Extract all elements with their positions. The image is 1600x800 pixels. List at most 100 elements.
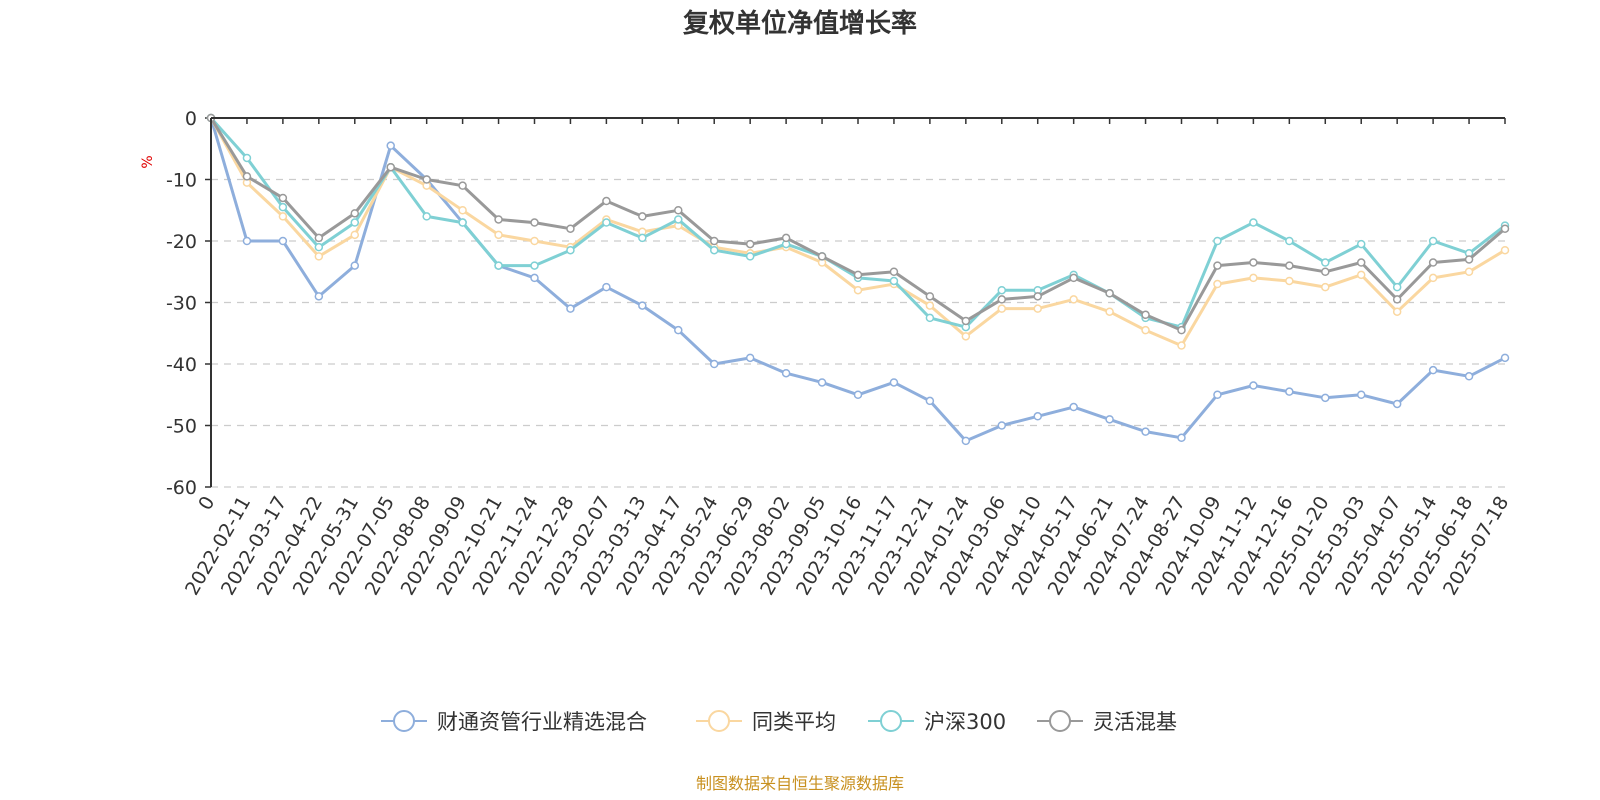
data-point (1321, 282, 1330, 292)
data-point (1249, 258, 1258, 267)
legend-marker (708, 710, 730, 732)
data-point (638, 301, 647, 310)
data-point (1105, 415, 1114, 424)
legend-item: 沪深300 (868, 710, 1006, 734)
data-point (602, 282, 611, 292)
legend-label: 沪深300 (924, 710, 1006, 734)
legend-marker (1049, 710, 1071, 732)
y-tick-label: -20 (166, 231, 197, 253)
data-point (494, 215, 503, 224)
data-point (1177, 433, 1186, 443)
data-point (386, 162, 395, 172)
series-line (209, 117, 1506, 348)
data-point (566, 304, 575, 313)
data-point (1033, 292, 1042, 301)
data-point (781, 233, 791, 243)
legend-label: 财通资管行业精选混合 (437, 710, 647, 734)
data-point (530, 236, 539, 246)
y-tick-label: -60 (166, 477, 197, 499)
data-point (278, 212, 288, 221)
y-axis-ticks: 0 -10 -20 -30 -40 -50 -60 (166, 108, 211, 499)
data-point (925, 292, 935, 301)
data-point (1428, 236, 1438, 246)
data-point (709, 236, 719, 246)
data-point (961, 316, 971, 326)
y-tick-label: -40 (166, 354, 197, 376)
data-point (1321, 393, 1330, 403)
data-point (709, 245, 719, 255)
data-point (1177, 341, 1186, 350)
data-point (350, 230, 360, 240)
series-4 (206, 113, 1510, 335)
data-point (889, 276, 899, 286)
data-point (1464, 255, 1474, 264)
series-line (209, 117, 1506, 332)
data-point (1392, 307, 1402, 316)
data-point (853, 270, 863, 280)
data-point (602, 196, 611, 206)
data-point (458, 181, 467, 190)
legend-label: 同类平均 (752, 710, 836, 734)
series-line (209, 116, 1506, 329)
data-point (1428, 273, 1438, 283)
data-point (638, 212, 647, 221)
legend-marker (393, 710, 415, 732)
data-point (925, 301, 935, 310)
x-tick-label: 0 (194, 493, 219, 514)
data-point (638, 233, 647, 243)
data-point (278, 236, 288, 246)
y-tick-label: -10 (166, 170, 197, 192)
data-point (530, 218, 539, 227)
data-point (386, 141, 395, 150)
data-point (853, 390, 863, 399)
data-point (566, 224, 575, 233)
data-point (530, 261, 539, 270)
legend: 财通资管行业精选混合 同类平均 沪深300 灵活混基 (381, 710, 1177, 734)
data-point (458, 218, 467, 227)
y-tick-label: -30 (166, 293, 197, 315)
data-point (1177, 325, 1186, 335)
x-axis-ticks: 02022-02-112022-03-172022-04-222022-05-3… (181, 118, 1513, 599)
data-point (458, 206, 467, 215)
data-point (745, 252, 755, 261)
data-point (1464, 372, 1474, 381)
legend-item: 灵活混基 (1037, 710, 1177, 734)
data-point (1069, 295, 1078, 304)
series-3 (206, 113, 1510, 332)
series-2 (206, 113, 1510, 350)
data-point (1321, 258, 1330, 267)
data-point (997, 304, 1007, 313)
data-point (925, 396, 935, 406)
data-point (1141, 427, 1150, 436)
data-point (709, 359, 719, 369)
data-point (1356, 258, 1366, 267)
legend-label: 灵活混基 (1093, 710, 1177, 734)
y-tick-label: -50 (166, 416, 197, 438)
data-point (1249, 273, 1258, 283)
data-point (1285, 261, 1294, 270)
data-point (853, 285, 863, 295)
data-point (1392, 282, 1402, 292)
series-lines (206, 113, 1510, 446)
data-point (817, 378, 827, 387)
data-point (674, 325, 683, 335)
data-point (1356, 390, 1366, 399)
data-point (1033, 412, 1042, 421)
data-point (242, 236, 252, 246)
data-point (1141, 310, 1150, 320)
data-point (1321, 267, 1330, 276)
data-point (1105, 289, 1114, 298)
data-point (242, 172, 252, 181)
data-point (925, 313, 935, 323)
data-point (1356, 239, 1366, 249)
data-point (1249, 218, 1258, 227)
data-point (422, 212, 431, 221)
data-point (781, 368, 791, 378)
data-point (1069, 402, 1078, 412)
legend-item: 财通资管行业精选混合 (381, 710, 647, 734)
data-point (1213, 236, 1222, 246)
data-point (1249, 381, 1258, 390)
data-point (674, 206, 683, 215)
y-axis-unit-label: % (140, 155, 156, 168)
